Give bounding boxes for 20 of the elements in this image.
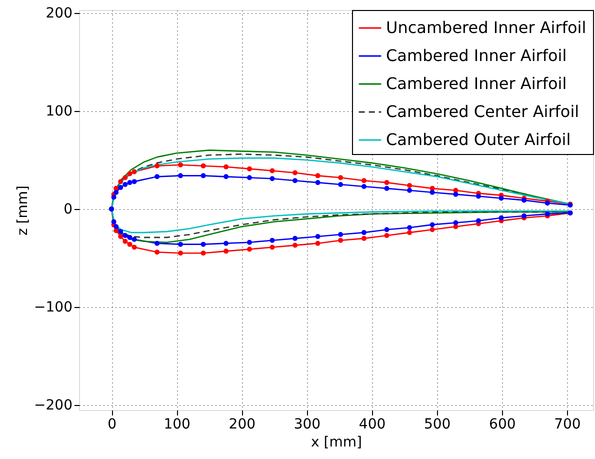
x-tick-label: 400 <box>358 416 386 432</box>
x-tick-label: 700 <box>554 416 581 432</box>
x-tick-label: 300 <box>294 416 321 432</box>
y-axis-title: z [mm] <box>15 186 32 236</box>
x-tick-label: 500 <box>424 416 451 432</box>
x-tick-label: 100 <box>164 416 190 432</box>
legend-label: Cambered Inner Airfoil <box>386 74 567 93</box>
y-tick-label: −100 <box>34 300 72 316</box>
x-tick-label: 600 <box>489 416 516 432</box>
x-tick-label: 0 <box>108 416 116 432</box>
legend-label: Cambered Center Airfoil <box>386 102 580 121</box>
y-tick-label: 0 <box>64 202 72 218</box>
y-tick-label: 100 <box>46 103 72 120</box>
legend-label: Cambered Outer Airfoil <box>386 130 571 149</box>
legend-label: Uncambered Inner Airfoil <box>386 18 586 37</box>
x-axis-title: x [mm] <box>311 434 362 450</box>
y-tick-label: 200 <box>46 5 72 22</box>
legend-label: Cambered Inner Airfoil <box>386 46 567 65</box>
y-tick-label: −200 <box>34 398 72 414</box>
x-tick-label: 200 <box>228 416 256 432</box>
